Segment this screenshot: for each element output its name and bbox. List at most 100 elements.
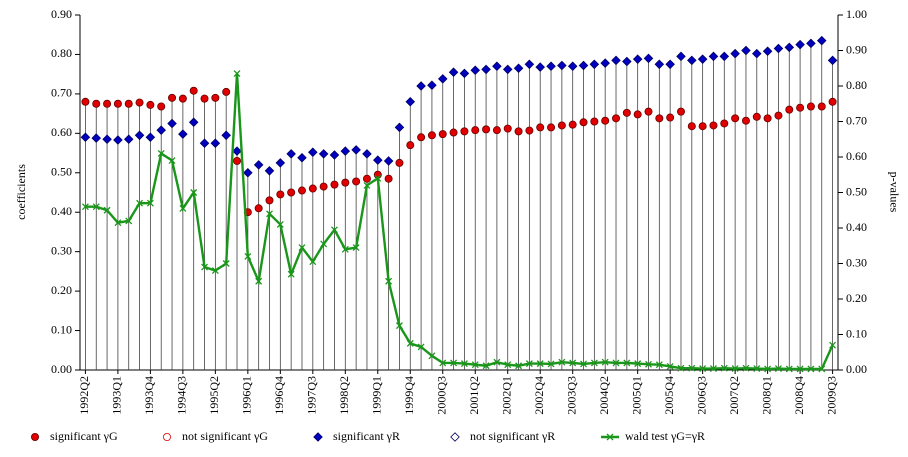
point [102,134,112,145]
point [189,86,198,95]
y-tick-label: 0.00 [51,362,72,376]
point [504,361,512,369]
point [145,132,156,143]
point [460,127,469,136]
point [309,258,317,266]
point [297,186,306,195]
y-axis-title: coefficients [14,164,28,220]
point [828,97,837,106]
point [450,359,458,367]
point [829,341,837,349]
point [665,59,675,70]
point [710,365,717,373]
point [222,260,230,267]
point [81,203,89,211]
y2-tick-label: 0.90 [846,42,867,56]
point [698,122,707,131]
x-tick-label: 2008Q1 [759,376,773,415]
point [600,58,610,68]
x-tick-label: 2002Q1 [499,376,513,415]
point [439,359,447,367]
point [383,156,394,166]
point [417,133,426,142]
point [633,110,642,119]
point [536,123,545,132]
point [167,118,177,129]
point [255,277,263,285]
point [275,158,286,168]
y2-tick-label: 0.70 [846,113,867,127]
point [676,107,685,116]
point [525,126,534,135]
y-tick-label: 0.90 [51,7,72,21]
point [601,116,610,125]
point [666,362,674,370]
point [103,99,112,108]
point [579,118,588,127]
point [362,174,371,183]
x-tick-label: 2004Q2 [597,376,611,415]
x-tick-label: 2009Q3 [824,376,838,415]
point [113,99,122,108]
point [210,138,221,148]
y2-tick-label: 1.00 [846,7,867,21]
point [201,263,208,271]
y-tick-label: 0.10 [51,322,72,336]
point [557,60,567,71]
point [157,149,165,157]
point [190,189,198,196]
point [373,155,383,165]
point [221,130,231,141]
point [622,56,632,67]
point [179,205,187,212]
legend-label: not significant γR [470,429,555,443]
point [697,54,708,64]
point [287,270,295,278]
point [589,59,600,70]
y2-tick-label: 0.40 [846,220,867,234]
point [264,166,275,176]
point [612,114,621,123]
point [136,199,144,207]
point [645,360,652,368]
y-tick-label: 0.30 [51,243,72,257]
point [525,360,533,368]
x-tick-label: 1996Q4 [272,376,286,415]
point [752,48,762,59]
point [643,53,654,64]
point [113,135,123,145]
point [134,130,145,141]
point [92,99,101,108]
point [785,365,793,373]
point [622,108,631,117]
point [752,112,761,121]
x-tick-label: 1993Q4 [142,376,156,415]
point [80,132,91,143]
point [265,196,274,205]
point [178,94,187,103]
legend-label: not significant γG [182,429,268,443]
point [493,358,501,366]
point [200,94,209,103]
y-tick-label: 0.80 [51,46,72,60]
x-tick-label: 2008Q4 [792,376,806,415]
point [558,358,566,366]
y2-tick-label: 0.30 [846,255,867,269]
point [654,59,665,70]
point [318,149,329,159]
point [276,220,284,228]
point [470,65,481,75]
y2-tick-label: 0.80 [846,78,867,92]
point [406,339,414,347]
legend-label: wald test γG=γR [625,429,705,443]
point [817,102,826,111]
point [384,174,393,183]
point [785,105,794,114]
y-tick-label: 0.70 [51,86,72,100]
x-tick-label: 2001Q2 [467,376,481,415]
point [818,365,826,373]
point [524,59,535,70]
point [329,150,340,160]
point [297,153,307,163]
